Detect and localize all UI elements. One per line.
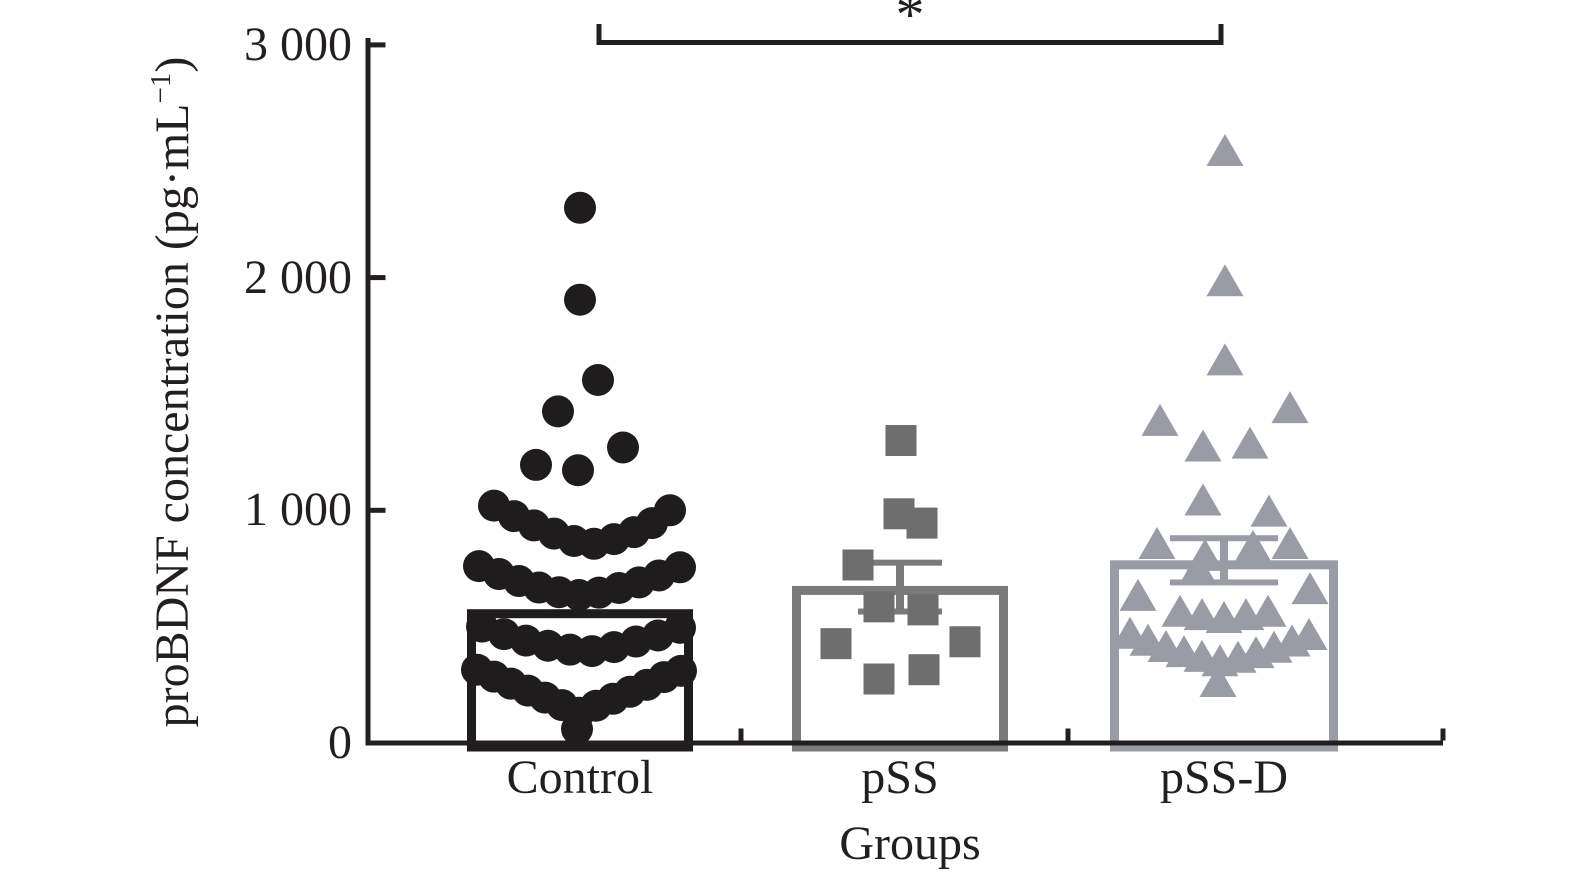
data-point-pss-d bbox=[1119, 578, 1157, 611]
error-bar-bottom-cap-pss bbox=[858, 608, 942, 615]
error-bar-stem-pss-d bbox=[1220, 538, 1228, 583]
significance-bracket-left-leg bbox=[596, 24, 602, 45]
y-axis-label-text: proBDNF concentration (pg·mL bbox=[146, 103, 199, 728]
data-point-pss bbox=[908, 654, 940, 686]
data-point-control bbox=[562, 454, 594, 487]
significance-bracket bbox=[596, 40, 1224, 45]
y-axis-tick bbox=[370, 275, 386, 281]
data-point-pss-d bbox=[1234, 529, 1272, 562]
significance-asterisk: * bbox=[895, 0, 925, 47]
data-point-control bbox=[664, 611, 696, 644]
error-bar-top-cap-pss bbox=[858, 559, 942, 566]
data-point-control bbox=[607, 431, 639, 464]
data-point-pss-d bbox=[1179, 551, 1217, 584]
data-point-pss-d bbox=[1291, 572, 1329, 605]
data-point-control bbox=[564, 191, 596, 224]
data-point-control bbox=[520, 448, 552, 481]
y-axis-tick bbox=[370, 740, 386, 746]
data-point-pss-d bbox=[1161, 594, 1199, 627]
y-axis-label-close-paren: ) bbox=[146, 56, 199, 73]
data-point-pss bbox=[863, 663, 895, 695]
x-axis-tick bbox=[1440, 728, 1446, 741]
group-label-control: Control bbox=[506, 751, 654, 804]
data-point-pss-d bbox=[1184, 429, 1222, 462]
significance-bracket-right-leg bbox=[1218, 24, 1224, 45]
data-point-pss-d bbox=[1231, 426, 1269, 459]
y-axis-label-superscript: −1 bbox=[145, 72, 177, 104]
error-bar-top-cap-pss-d bbox=[1170, 535, 1278, 542]
y-axis-tick bbox=[370, 42, 386, 48]
data-point-pss bbox=[820, 628, 852, 660]
data-point-pss bbox=[863, 591, 895, 623]
y-tick-label-2000: 2 000 bbox=[244, 250, 352, 304]
x-axis-label: Groups bbox=[839, 817, 981, 870]
data-point-pss-d bbox=[1206, 343, 1244, 376]
data-point-pss-d bbox=[1271, 391, 1309, 424]
data-point-pss-d bbox=[1250, 494, 1288, 527]
error-bar-bottom-cap-pss-d bbox=[1170, 579, 1278, 586]
x-axis-line bbox=[365, 740, 1443, 746]
data-point-pss bbox=[885, 424, 917, 456]
data-point-pss-d bbox=[1290, 617, 1328, 650]
data-point-pss-d bbox=[1206, 264, 1244, 297]
data-point-control bbox=[654, 494, 686, 527]
error-bar-stem-pss bbox=[896, 562, 904, 612]
data-point-pss bbox=[907, 594, 939, 626]
data-point-pss bbox=[842, 549, 874, 581]
data-point-pss-d bbox=[1249, 594, 1287, 627]
data-point-control bbox=[561, 713, 593, 746]
data-point-control bbox=[665, 654, 697, 687]
data-point-pss-d bbox=[1184, 483, 1222, 516]
data-point-control bbox=[664, 551, 696, 584]
data-point-control bbox=[564, 283, 596, 316]
y-axis-line bbox=[365, 38, 371, 746]
data-point-pss-d bbox=[1183, 598, 1221, 631]
data-point-control bbox=[542, 395, 574, 428]
data-point-pss bbox=[949, 626, 981, 658]
group-label-pssd: pSS-D bbox=[1159, 751, 1289, 804]
y-axis-tick bbox=[370, 507, 386, 513]
y-tick-label-3000: 3 000 bbox=[244, 17, 352, 71]
data-point-pss-d bbox=[1271, 526, 1309, 559]
data-point-pss-d bbox=[1138, 526, 1176, 559]
x-axis-tick bbox=[738, 728, 744, 741]
group-label-pss: pSS bbox=[861, 751, 939, 804]
data-point-pss-d bbox=[1199, 664, 1237, 697]
data-point-pss-d bbox=[1141, 403, 1179, 436]
x-axis-tick bbox=[1065, 728, 1071, 741]
y-axis-label: proBDNF concentration (pg·mL−1) bbox=[145, 56, 199, 728]
data-point-pss-d bbox=[1206, 133, 1244, 166]
data-point-pss bbox=[906, 507, 938, 539]
y-tick-label-0: 0 bbox=[328, 716, 352, 769]
data-point-control bbox=[582, 363, 614, 396]
y-tick-label-1000: 1 000 bbox=[244, 483, 352, 537]
